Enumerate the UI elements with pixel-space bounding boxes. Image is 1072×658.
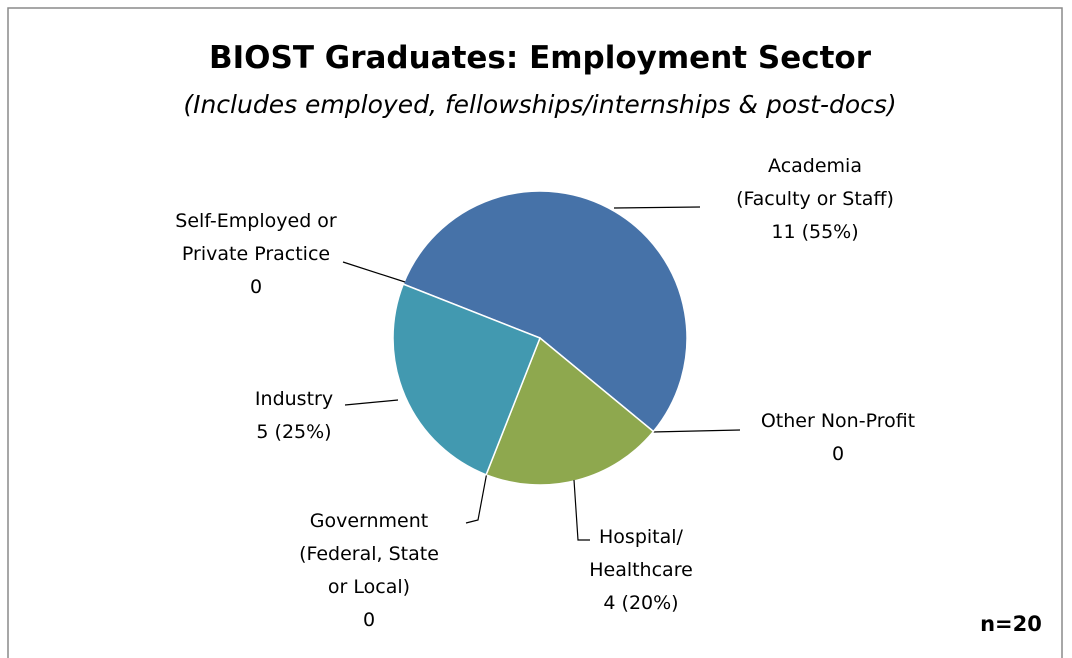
value-label: 0 <box>831 443 845 465</box>
category-label: Self-Employed or Private Practice <box>175 210 337 265</box>
data-label: Self-Employed or Private Practice 0 <box>175 205 336 304</box>
value-label: 5 (25%) <box>256 421 332 443</box>
value-label: 11 (55%) <box>771 221 859 243</box>
chart-title: BIOST Graduates: Employment Sector <box>208 40 872 76</box>
chart-subtitle: (Includes employed, fellowships/internsh… <box>183 90 897 119</box>
leader-line <box>344 399 399 406</box>
data-label: Hospital/ Healthcare 4 (20%) <box>589 521 693 620</box>
category-label: Other Non-Profit <box>760 410 916 432</box>
annotation: n=20 <box>980 612 1042 636</box>
data-label: Other Non-Profit 0 <box>761 405 915 471</box>
value-label: 4 (20%) <box>603 592 679 614</box>
data-label: Government (Federal, State or Local) 0 <box>299 505 439 637</box>
category-label: Government (Federal, State or Local) <box>299 510 439 598</box>
category-label: Academia (Faculty or Staff) <box>736 155 894 210</box>
leader-line <box>342 261 406 283</box>
value-label: 0 <box>362 609 376 631</box>
category-label: Industry <box>254 388 334 410</box>
data-label: Academia (Faculty or Staff) 11 (55%) <box>736 150 894 249</box>
leader-line <box>465 471 488 524</box>
pie-slice <box>485 336 655 486</box>
category-label: Hospital/ Healthcare <box>589 526 693 581</box>
leader-line <box>573 479 590 541</box>
leader-line <box>651 429 741 433</box>
pie-slice <box>392 283 541 476</box>
frame <box>7 7 1063 658</box>
value-label: 0 <box>249 276 263 298</box>
pie-slice <box>402 190 688 433</box>
leader-line <box>613 206 701 209</box>
data-label: Industry 5 (25%) <box>255 383 333 449</box>
